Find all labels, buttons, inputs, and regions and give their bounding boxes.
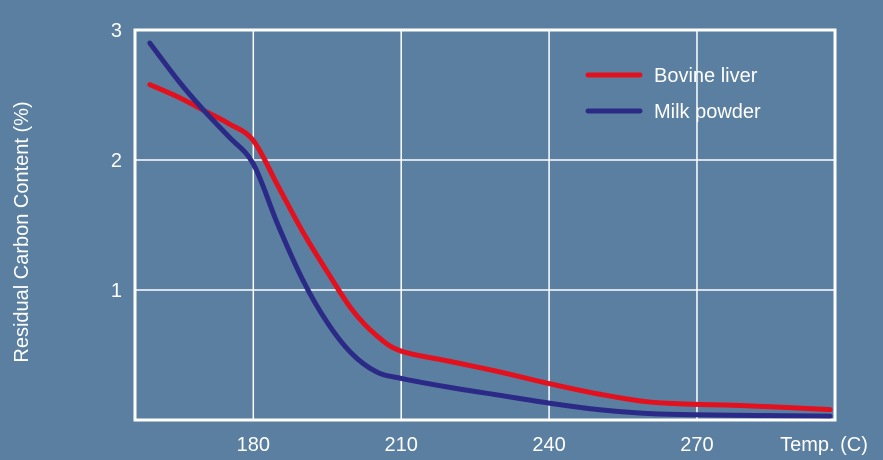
y-tick-label: 3 — [111, 20, 122, 42]
x-tick-label: 210 — [385, 434, 418, 456]
series-line-milk-powder — [147, 40, 833, 419]
series-group — [147, 40, 833, 419]
series-line-bovine-liver — [147, 82, 833, 413]
y-axis-title: Residual Carbon Content (%) — [11, 101, 33, 362]
x-tick-label: 270 — [680, 434, 713, 456]
plot-area — [133, 28, 837, 422]
x-tick-label: 180 — [237, 434, 270, 456]
y-tick-label: 2 — [111, 150, 122, 172]
x-axis-title: Temp. (C) — [780, 434, 868, 456]
legend-label: Bovine liver — [654, 65, 758, 87]
x-tick-label: 240 — [532, 434, 565, 456]
legend-label: Milk powder — [654, 101, 761, 123]
legend: Bovine liver Milk powder — [585, 65, 761, 123]
y-tick-label: 1 — [111, 280, 122, 302]
tick-labels: 180 210 240 270 1 2 3 — [111, 20, 714, 456]
